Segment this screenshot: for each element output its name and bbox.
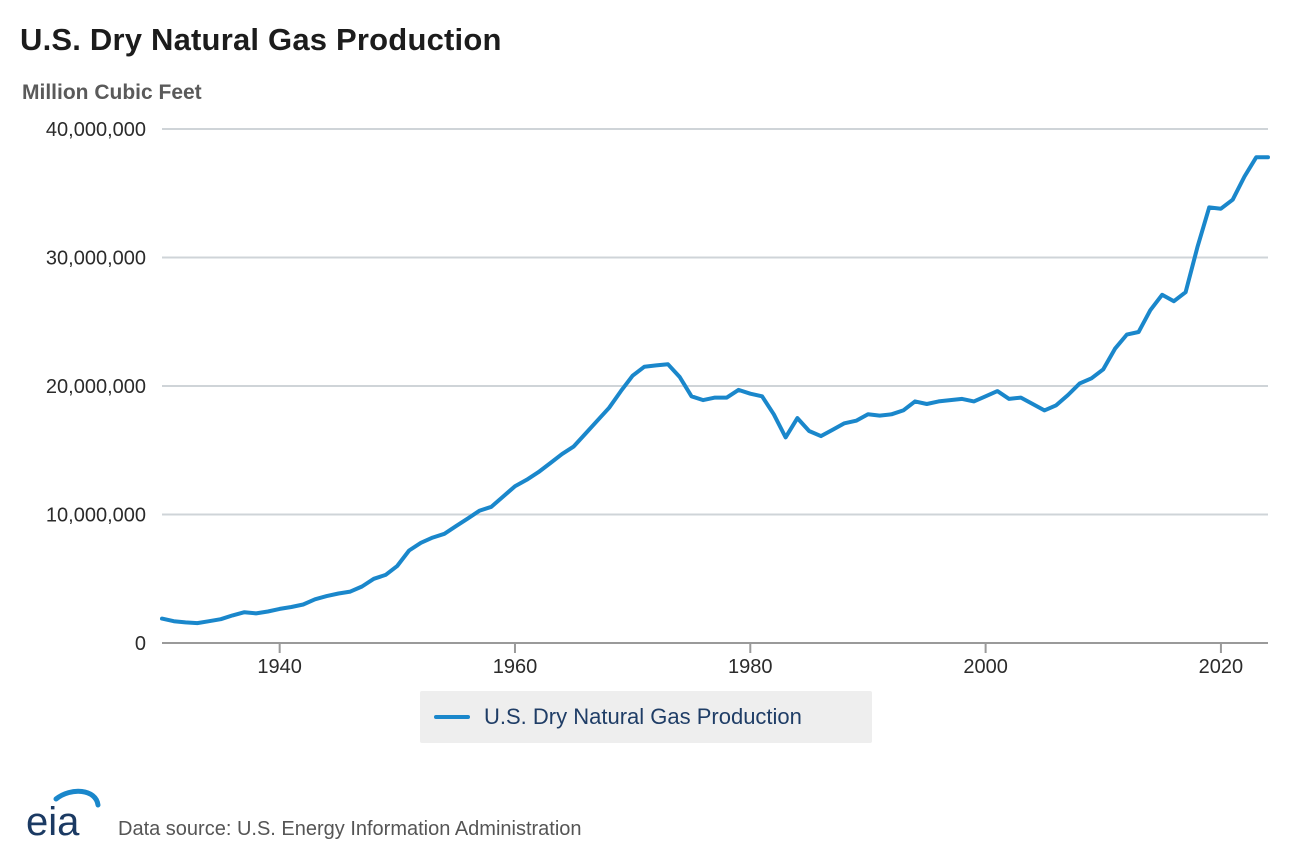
- x-tick-label: 1980: [728, 656, 773, 678]
- y-tick-label: 30,000,000: [46, 248, 146, 270]
- y-tick-label: 20,000,000: [46, 376, 146, 398]
- x-tick-label: 1940: [257, 656, 302, 678]
- data-source-note: Data source: U.S. Energy Information Adm…: [118, 818, 582, 840]
- x-tick-label: 2020: [1199, 656, 1244, 678]
- axes: 0 10,000,000 20,000,000 30,000,000 40,000,00…: [46, 119, 1268, 678]
- y-tick-label: 10,000,000: [46, 505, 146, 527]
- y-axis-unit-label: Million Cubic Feet: [22, 81, 202, 104]
- series-layer: [160, 155, 1270, 626]
- eia-logo: eia: [26, 788, 101, 844]
- legend-line-swatch: [434, 715, 470, 719]
- chart-legend[interactable]: U.S. Dry Natural Gas Production: [420, 691, 872, 743]
- line-chart: 0 10,000,000 20,000,000 30,000,000 40,000,00…: [46, 119, 1270, 678]
- gridlines: [162, 128, 1268, 516]
- y-tick-label: 40,000,000: [46, 119, 146, 141]
- chart-title: U.S. Dry Natural Gas Production: [20, 22, 502, 57]
- y-tick-label: 0: [135, 633, 146, 655]
- eia-logo-text: eia: [26, 800, 80, 844]
- x-tick-label: 1960: [493, 656, 538, 678]
- series-line[interactable]: [160, 155, 1270, 626]
- x-tick-label: 2000: [963, 656, 1008, 678]
- legend-label: U.S. Dry Natural Gas Production: [484, 704, 802, 729]
